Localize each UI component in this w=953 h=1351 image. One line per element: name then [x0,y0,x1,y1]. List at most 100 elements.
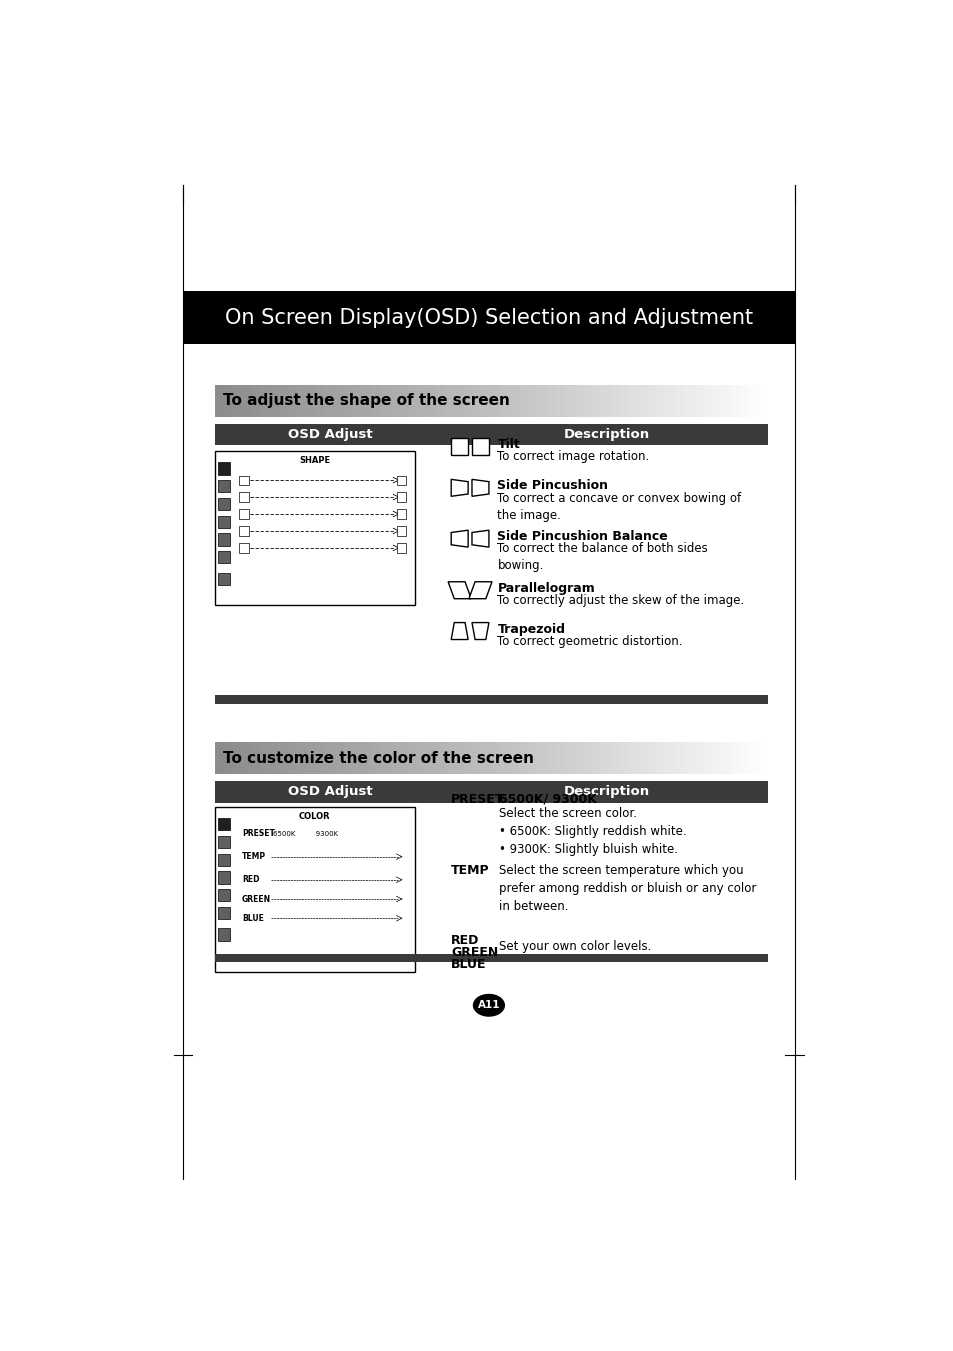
Bar [307,742,316,774]
Bar [214,424,767,446]
Bar [481,385,492,417]
Bar [214,807,415,973]
Bar [217,516,230,528]
Bar [546,385,556,417]
Bar [390,742,399,774]
Bar [239,476,249,485]
Text: Select the screen color.
• 6500K: Slightly reddish white.
• 9300K: Slightly blui: Select the screen color. • 6500K: Slight… [498,807,686,855]
Bar [214,451,415,605]
Bar [325,385,335,417]
Bar [473,742,482,774]
Bar [242,742,253,774]
Bar [239,493,249,501]
Bar [371,742,381,774]
Bar [252,385,261,417]
Bar [214,385,225,417]
Bar [730,742,740,774]
Bar [758,385,767,417]
Polygon shape [472,530,488,547]
Bar [217,462,230,474]
Bar [214,781,767,802]
Bar [417,742,427,774]
Bar [601,742,611,774]
Bar [224,742,233,774]
Bar [583,385,593,417]
Bar [325,742,335,774]
Bar [408,742,417,774]
Text: TEMP: TEMP [241,852,266,861]
Bar [239,509,249,519]
Bar [183,292,794,345]
Bar [233,742,243,774]
Bar [396,476,405,485]
Bar [665,385,676,417]
Bar [491,385,500,417]
Bar [233,385,243,417]
Bar [362,385,372,417]
Bar [279,385,289,417]
Bar [684,742,694,774]
Bar [592,385,602,417]
Bar [693,385,703,417]
Text: To correct the balance of both sides
bowing.: To correct the balance of both sides bow… [497,543,707,573]
Text: BLUE: BLUE [451,958,486,971]
Bar [684,385,694,417]
Bar [454,385,464,417]
Bar [574,742,583,774]
Bar [601,385,611,417]
Bar [619,385,630,417]
Bar [748,385,759,417]
Polygon shape [448,582,471,598]
Polygon shape [451,480,468,496]
Bar [629,385,639,417]
Bar [463,385,473,417]
Text: To correct geometric distortion.: To correct geometric distortion. [497,635,682,648]
Bar [556,385,565,417]
Bar [362,742,372,774]
Bar [619,742,630,774]
Bar [217,871,230,884]
Text: OSD Adjust: OSD Adjust [287,428,372,442]
Bar [518,385,528,417]
Text: RED: RED [241,875,259,885]
Bar [270,742,280,774]
Text: TEMP: TEMP [451,865,489,877]
Bar [260,385,271,417]
Bar [748,742,759,774]
Bar [343,385,354,417]
Bar [638,385,648,417]
Bar [712,742,721,774]
Bar [297,742,308,774]
Text: To customize the color of the screen: To customize the color of the screen [222,751,533,766]
Text: To adjust the shape of the screen: To adjust the shape of the screen [222,393,509,408]
Text: Side Pincushion Balance: Side Pincushion Balance [497,530,667,543]
Bar [712,385,721,417]
Text: Tilt: Tilt [497,438,519,451]
Bar [657,385,666,417]
Bar [500,742,510,774]
Text: To correct image rotation.: To correct image rotation. [497,450,649,463]
Bar [647,385,658,417]
Bar [260,742,271,774]
Bar [638,742,648,774]
Bar [675,742,685,774]
Bar [335,742,344,774]
Text: GREEN: GREEN [241,894,271,904]
Ellipse shape [473,994,504,1016]
Bar [297,385,308,417]
Bar [217,889,230,901]
Bar [396,527,405,535]
Text: BLUE: BLUE [241,913,263,923]
Bar [270,385,280,417]
Bar [481,742,492,774]
Bar [537,385,547,417]
Bar [217,907,230,919]
Bar [436,385,445,417]
Bar [451,438,468,455]
Text: OSD Adjust: OSD Adjust [287,785,372,798]
Bar [315,742,326,774]
Text: GREEN: GREEN [451,946,497,959]
Bar [217,551,230,563]
Bar [556,742,565,774]
Bar [445,742,455,774]
